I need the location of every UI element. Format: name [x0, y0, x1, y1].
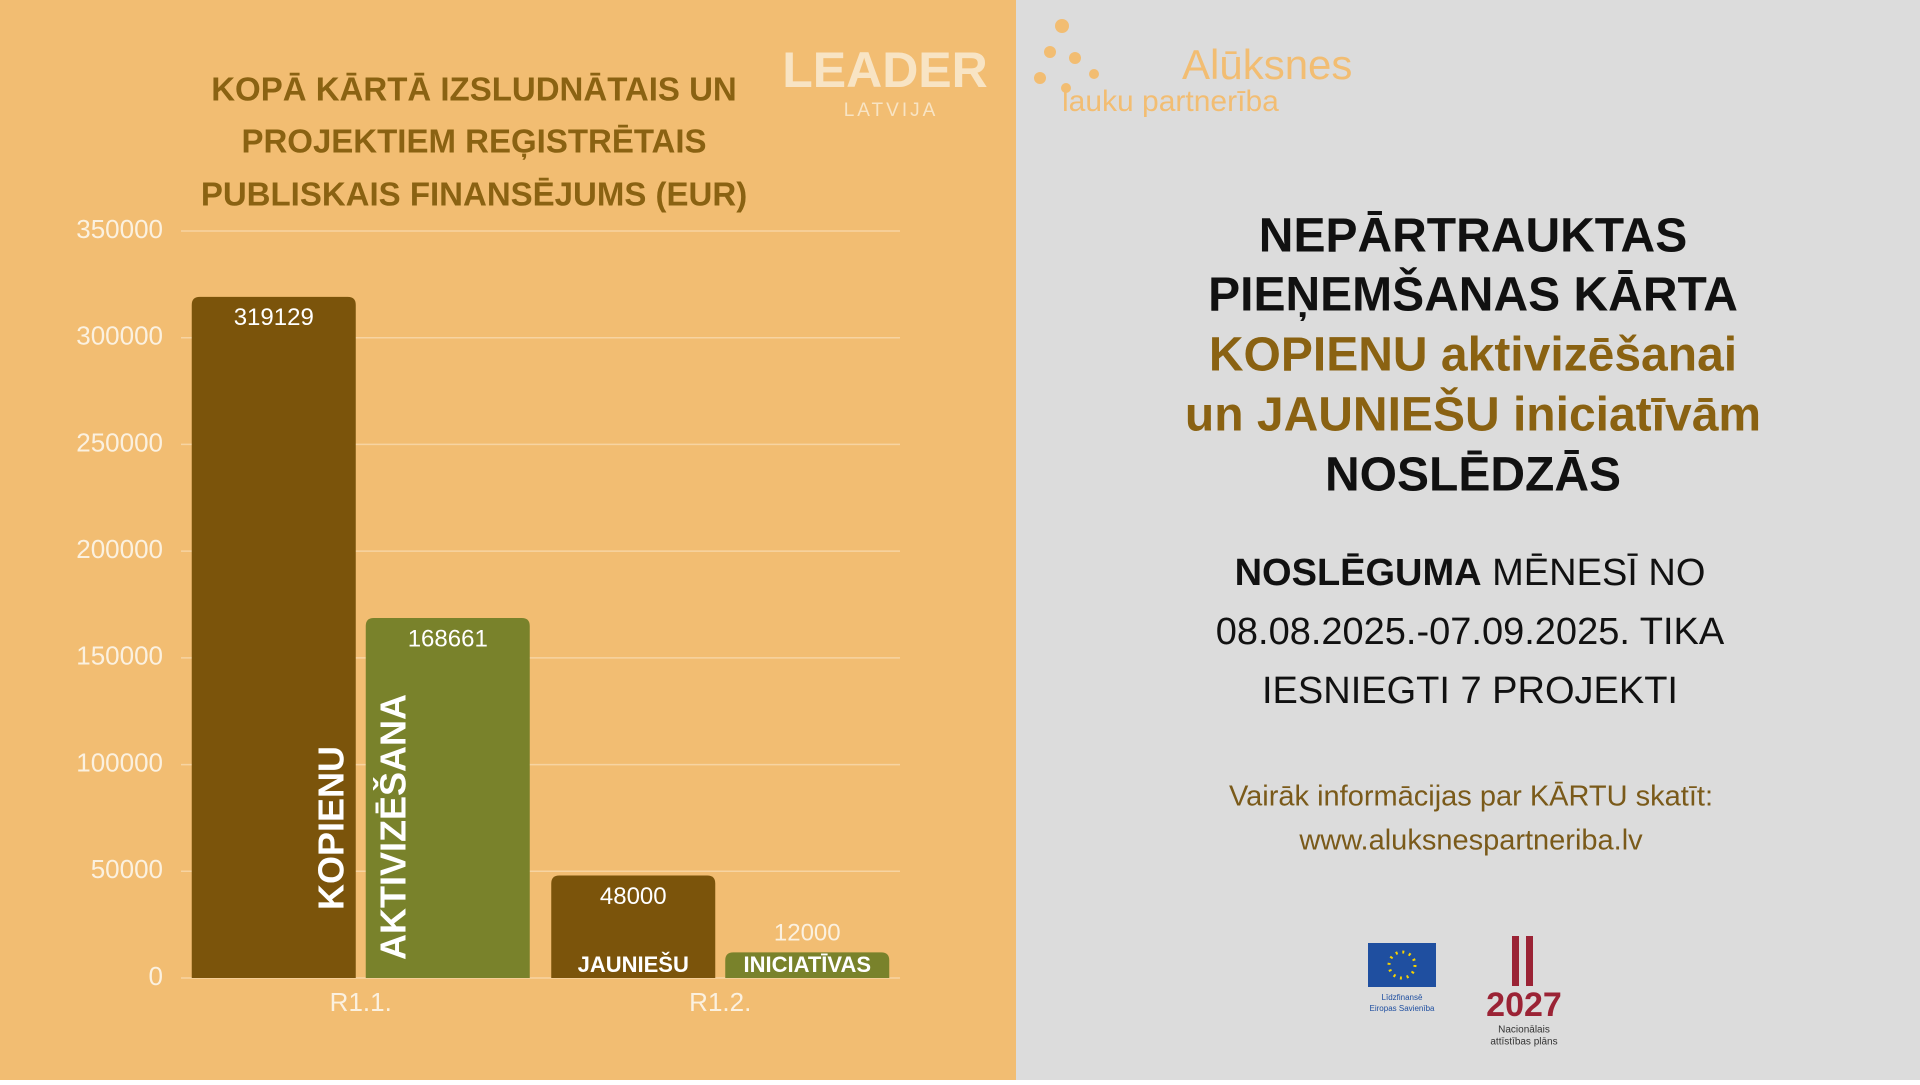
nap-text: Nacionālais	[1498, 1025, 1550, 1036]
eu-text: Eiropas Savienība	[1370, 1004, 1435, 1013]
headline: NOSLĒDZĀS	[1325, 449, 1621, 502]
value-label: 12000	[774, 920, 841, 947]
right-panel	[1016, 0, 1920, 1080]
y-tick-label: 200000	[76, 534, 163, 564]
y-tick-label: 150000	[76, 641, 163, 671]
chart-title: PUBLISKAIS FINANSĒJUMS (EUR)	[201, 176, 747, 213]
details-text: MĒNESĪ NO	[1482, 552, 1706, 594]
headline: PIEŅEMŠANAS KĀRTA	[1208, 267, 1738, 322]
bar-label: JAUNIEŠU	[578, 952, 689, 977]
chart-title: KOPĀ KĀRTĀ IZSLUDNĀTAIS UN	[211, 71, 737, 108]
bar	[191, 296, 356, 978]
details-bold: NOSLĒGUMA	[1235, 552, 1482, 594]
nap-bar	[1526, 936, 1533, 986]
y-tick-label: 50000	[91, 854, 163, 884]
chart-title: PROJEKTIEM REĢISTRĒTAIS	[241, 123, 706, 160]
leader-logo: LEADER	[782, 42, 988, 98]
leader-sub: LATVIJA	[844, 100, 939, 121]
y-tick-label: 300000	[76, 321, 163, 351]
headline: NEPĀRTRAUKTAS	[1259, 210, 1687, 263]
headline: un JAUNIEŠU iniciatīvām	[1185, 387, 1761, 442]
details: 08.08.2025.-07.09.2025. TIKA	[1216, 611, 1725, 653]
nap-bar	[1512, 936, 1519, 986]
details: IESNIEGTI 7 PROJEKTI	[1262, 670, 1678, 712]
eu-flag	[1368, 943, 1436, 987]
bar-label: KOPIENU	[310, 746, 351, 910]
info: www.aluksnespartneriba.lv	[1298, 825, 1643, 857]
bar-label: INICIATĪVAS	[743, 952, 871, 977]
value-label: 319129	[234, 304, 314, 331]
partner-sub: lauku partnerība	[1062, 85, 1279, 118]
bar-label: AKTIVIZĒŠANA	[371, 694, 413, 960]
bar	[365, 618, 530, 978]
bar	[725, 952, 890, 978]
nap-year: 2027	[1486, 986, 1562, 1024]
partner-logo: Alūksnes	[1182, 41, 1352, 88]
x-tick-label: R1.1.	[330, 987, 392, 1017]
headline: KOPIENU aktivizēšanai	[1209, 329, 1737, 382]
value-label: 48000	[600, 883, 667, 910]
y-tick-label: 0	[149, 961, 163, 991]
y-tick-label: 100000	[76, 747, 163, 777]
y-tick-label: 350000	[76, 214, 163, 244]
y-tick-label: 250000	[76, 427, 163, 457]
bar	[551, 875, 716, 978]
eu-stars	[1387, 950, 1417, 980]
x-tick-label: R1.2.	[689, 987, 751, 1017]
value-label: 168661	[408, 625, 488, 652]
nap-text: attīstības plāns	[1490, 1037, 1557, 1048]
partner-dots	[1034, 19, 1099, 93]
details: NOSLĒGUMA MĒNESĪ NO	[1235, 552, 1706, 594]
eu-text: Līdzfinansē	[1382, 993, 1423, 1002]
info: Vairāk informācijas par KĀRTU skatīt:	[1229, 781, 1713, 813]
